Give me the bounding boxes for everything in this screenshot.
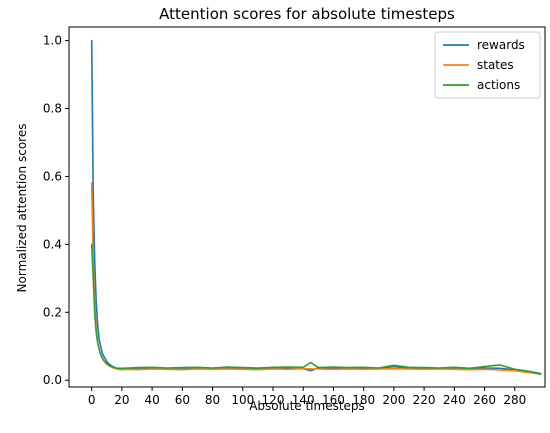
x-tick-label: 80: [205, 393, 220, 407]
legend-label-rewards: rewards: [477, 38, 525, 52]
y-tick-label: 0.8: [43, 102, 62, 116]
x-tick-label: 120: [262, 393, 285, 407]
x-tick-label: 40: [144, 393, 159, 407]
x-tick-label: 140: [292, 393, 315, 407]
y-tick-label: 0.0: [43, 373, 62, 387]
x-tick-label: 100: [231, 393, 254, 407]
x-tick-label: 220: [413, 393, 436, 407]
plot-area: 0 20 40 60 80 100 120 140 160 180 200 220 240 260 280 0…: [43, 26, 546, 407]
series-line-states: [90, 182, 542, 375]
legend-label-states: states: [477, 58, 514, 72]
x-tick-label: 20: [114, 393, 129, 407]
legend-label-actions: actions: [477, 78, 520, 92]
x-tick-label: 260: [473, 393, 496, 407]
x-tick-label: 240: [443, 393, 466, 407]
chart-title: Attention scores for absolute timesteps: [159, 5, 455, 23]
x-tick-label: 180: [352, 393, 375, 407]
legend-box: [434, 31, 541, 99]
x-tick-label: 200: [382, 393, 405, 407]
plot-frame: [68, 26, 546, 388]
legend: rewards states actions: [434, 31, 541, 99]
x-tick-label: 0: [88, 393, 96, 407]
x-tick-label: 60: [175, 393, 190, 407]
y-tick-label: 0.2: [43, 305, 62, 319]
y-axis-label: Normalized attention scores: [15, 124, 29, 293]
y-tick-label: 0.4: [43, 237, 62, 251]
x-tick-label: 160: [322, 393, 345, 407]
y-tick-label: 1.0: [43, 34, 62, 48]
x-tick-label: 280: [503, 393, 526, 407]
series-line-actions: [90, 243, 542, 375]
x-axis-label: Absolute timesteps: [249, 399, 365, 413]
y-tick-label: 0.6: [43, 169, 62, 183]
